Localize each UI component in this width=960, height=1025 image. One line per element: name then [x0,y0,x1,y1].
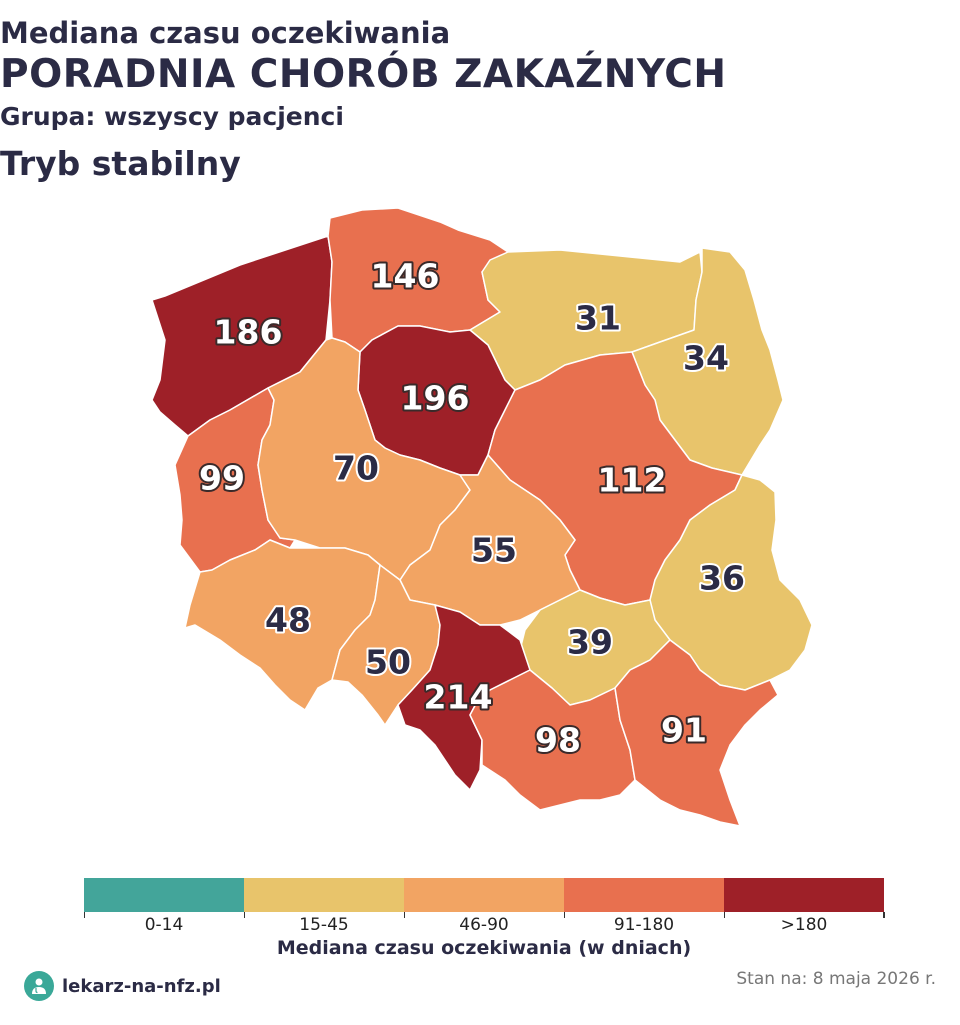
legend-label: 0-14 [144,915,184,935]
region-value-label: 50 [365,643,411,682]
region-value-label: 186 [214,313,283,352]
region-value-label: 214 [424,678,493,717]
title-group: Grupa: wszyscy pacjenci [0,102,344,131]
legend-swatch [84,878,245,918]
region-value-label: 39 [567,623,613,662]
date-stamp: Stan na: 8 maja 2026 r. [736,969,936,989]
legend-label: 91-180 [613,915,675,935]
region-15 [469,669,636,811]
title-mode: Tryb stabilny [0,144,241,183]
region-value-label: 31 [575,299,621,338]
legend-swatch [404,878,565,918]
region-value-label: 70 [333,449,379,488]
title-line1: Mediana czasu oczekiwania [0,16,451,50]
region-16 [614,639,779,827]
region-value-label: 98 [535,721,581,760]
legend-title: Mediana czasu oczekiwania (w dniach) [276,937,692,959]
region-value-label: 99 [199,459,245,498]
region-value-label: 196 [401,379,470,418]
legend-ticks [84,912,884,918]
legend-colorbar [84,878,885,918]
brand[interactable]: lekarz-na-nfz.pl [24,971,221,1001]
legend-label: 46-90 [459,915,509,935]
region-14 [397,604,531,791]
region-value-label: 34 [683,339,729,378]
region-value-label: 91 [661,711,707,750]
region-9 [399,454,581,626]
title-clinic: PORADNIA CHORÓB ZAKAŹNYCH [0,52,727,97]
region-value-label: 112 [598,461,667,500]
region-value-label: 146 [371,257,440,296]
region-value-label: 48 [265,601,311,640]
legend-labels: 0-14 15-45 46-90 91-180 >180 [84,915,884,935]
region-value-label: 55 [471,531,517,570]
legend-swatch [724,878,885,918]
poland-map: 186 146 31 34 196 99 70 112 55 36 48 50 39 214 98 91 [151,207,813,827]
legend-label: >180 [780,915,828,935]
legend-label: 15-45 [299,915,349,935]
region-value-label: 36 [699,559,745,598]
doctor-icon [24,971,54,1001]
legend-swatch [564,878,725,918]
brand-name: lekarz-na-nfz.pl [62,975,221,997]
legend-swatch [244,878,405,918]
